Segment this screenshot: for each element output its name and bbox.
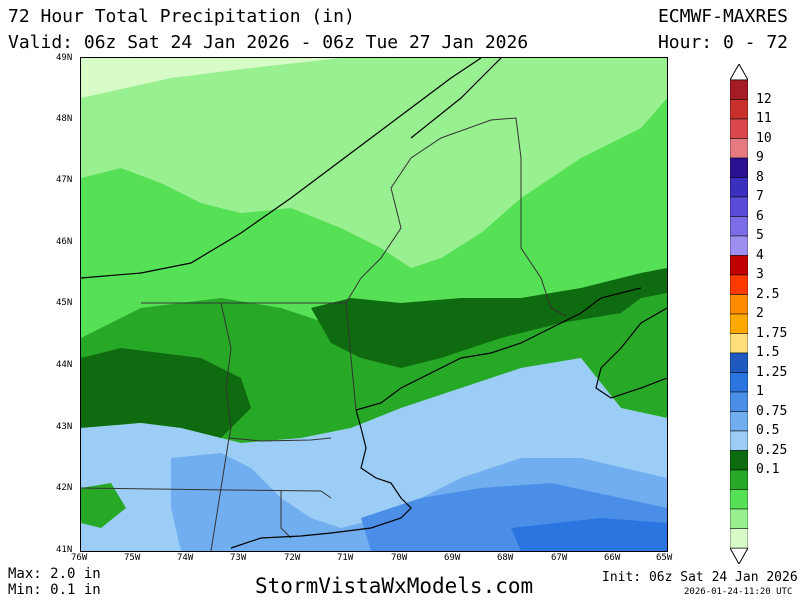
colorbar-segment [729,79,749,100]
colorbar-segment [729,391,749,412]
valid-time: Valid: 06z Sat 24 Jan 2026 - 06z Tue 27 … [8,32,529,53]
colorbar-segment [729,196,749,217]
lon-label: 76W [71,553,88,563]
colorbar-segment [729,430,749,451]
lon-label: 73W [230,553,247,563]
colorbar-segment [729,118,749,139]
colorbar-label: 2 [756,306,764,321]
colorbar-label: 11 [756,111,772,126]
colorbar-segment [729,157,749,178]
colorbar-segment [729,333,749,354]
colorbar-label: 4 [756,247,764,263]
colorbar-segment [729,489,749,510]
colorbar-label: 3 [756,267,764,282]
lat-label: 43N [56,422,73,432]
colorbar-segment [729,508,749,529]
lon-label: 70W [391,553,408,563]
colorbar-label: 8 [756,169,764,185]
precipitation-map [80,57,668,552]
init-time: Init: 06z Sat 24 Jan 2026 [602,570,798,585]
colorbar-label: 12 [756,91,772,107]
max-value: Max: 2.0 in [8,566,101,582]
colorbar-segment [729,216,749,237]
lon-label: 68W [497,553,514,563]
colorbar-label: 10 [756,130,772,146]
colorbar-segment [729,352,749,373]
min-value: Min: 0.1 in [8,582,101,598]
colorbar-segment [729,294,749,315]
colorbar-label: 9 [756,150,764,165]
colorbar-segment [729,177,749,198]
lon-label: 71W [337,553,354,563]
lat-label: 45N [56,298,73,308]
colorbar-label: 2.5 [756,286,780,302]
lon-label: 65W [656,553,673,563]
lat-label: 46N [56,237,73,247]
colorbar-label: 1.75 [756,325,788,341]
colorbar-segment [729,235,749,256]
colorbar-label: 1.5 [756,345,780,360]
colorbar-segment [729,372,749,393]
lat-label: 48N [56,114,73,124]
lat-label: 42N [56,483,73,493]
lon-label: 72W [284,553,301,563]
colorbar-label: 5 [756,228,764,243]
precip-colorbar [729,62,749,568]
forecast-hour-range: Hour: 0 - 72 [657,32,788,53]
colorbar-segment [729,274,749,295]
lat-label: 44N [56,360,73,370]
colorbar-label: 1 [756,384,764,399]
colorbar-label: 7 [756,189,764,204]
lat-label: 41N [56,545,73,555]
lat-label: 47N [56,175,73,185]
colorbar-segment [729,450,749,471]
model-name: ECMWF-MAXRES [657,6,788,27]
colorbar-segment [729,469,749,490]
colorbar-segment [729,138,749,159]
lon-label: 75W [124,553,141,563]
lat-label: 49N [56,53,73,63]
colorbar-label: 1.25 [756,364,788,380]
colorbar-segment [729,411,749,432]
colorbar-segment [729,99,749,120]
colorbar-segment [729,528,749,549]
colorbar-label: 0.75 [756,403,788,419]
colorbar-label: 0.5 [756,423,780,438]
lon-label: 69W [444,553,461,563]
lon-label: 66W [604,553,621,563]
colorbar-label: 0.1 [756,462,780,477]
colorbar-label: 6 [756,208,764,224]
colorbar-segment [729,313,749,334]
lon-label: 74W [177,553,194,563]
timestamp: 2026-01-24-11:20 UTC [684,587,793,597]
site-watermark: StormVistaWxModels.com [255,574,534,598]
map-title: 72 Hour Total Precipitation (in) [8,6,355,27]
lon-label: 67W [551,553,568,563]
colorbar-segment [729,255,749,276]
colorbar-label: 0.25 [756,442,788,458]
